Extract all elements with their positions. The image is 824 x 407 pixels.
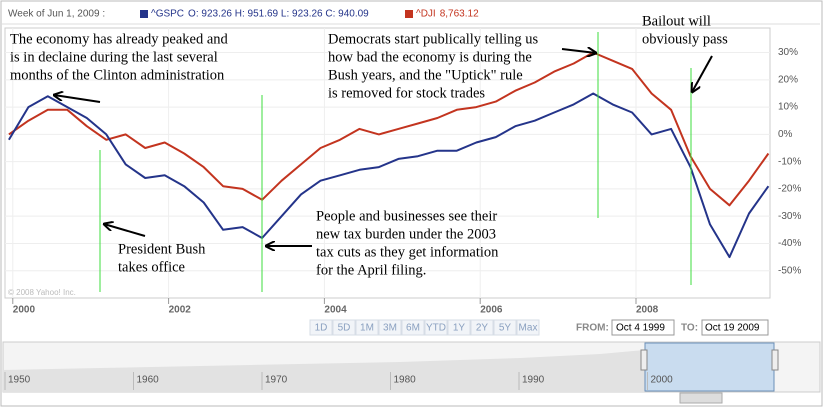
- range-label[interactable]: YTD: [426, 323, 446, 334]
- y-tick-label: -40%: [778, 238, 801, 249]
- range-button[interactable]: [516, 319, 540, 336]
- legend-quote: O: 923.26 H: 951.69 L: 923.26 C: 940.09: [188, 9, 369, 20]
- series-line: [8, 51, 770, 207]
- y-tick-label: -50%: [778, 265, 801, 276]
- x-tick-label: 2002: [169, 305, 192, 316]
- series-line: [8, 92, 770, 259]
- range-label[interactable]: 1Y: [453, 323, 466, 334]
- navigator-label: 1960: [137, 375, 160, 386]
- annotations: The economy has already peaked and is in …: [10, 13, 728, 278]
- arrow: [104, 224, 146, 237]
- scroll-thumb[interactable]: [679, 392, 723, 404]
- to-input[interactable]: [701, 319, 769, 336]
- from-value[interactable]: Oct 4 1999: [616, 323, 665, 334]
- from-input[interactable]: [611, 319, 675, 336]
- range-button[interactable]: [493, 319, 517, 336]
- arrow: [54, 95, 101, 103]
- arrow: [561, 49, 596, 53]
- range-label[interactable]: 1M: [360, 323, 374, 334]
- header: Week of Jun 1, 2009 :: [8, 9, 105, 20]
- range-label[interactable]: 5Y: [499, 323, 512, 334]
- legend-swatch: [140, 10, 148, 18]
- x-tick-label: 2004: [324, 305, 347, 316]
- controls: 1D 5D 1M 3M 6M YTD 1Y 2Y 5Y Max FROM: Oct 4 1999 TO:…: [309, 319, 769, 336]
- x-tick-label: 2008: [636, 305, 659, 316]
- legend-name: ^GSPC: [151, 9, 184, 20]
- range-button[interactable]: [332, 319, 356, 336]
- navigator-label: 2000: [651, 375, 674, 386]
- annotation: tax cuts as they get information: [316, 244, 499, 260]
- annotation: is in declaine during the last several: [10, 49, 218, 65]
- annotation: for the April filing.: [316, 262, 426, 278]
- navigator-label: 1990: [522, 375, 545, 386]
- navigator-handle[interactable]: [640, 349, 648, 371]
- x-tick-label: 2000: [13, 305, 36, 316]
- range-label[interactable]: 6M: [406, 323, 420, 334]
- range-button[interactable]: [355, 319, 379, 336]
- arrow: [692, 55, 713, 92]
- annotation: Democrats start publically telling us: [328, 31, 539, 47]
- range-label[interactable]: 5D: [338, 323, 351, 334]
- navigator-labels: 1950 1960 1970 1980 1990 2000: [4, 372, 674, 390]
- annotation: is removed for stock trades: [328, 85, 485, 101]
- grid: 30% 20% 10% 0% -10% -20% -30% -40% -50% 2000 2002 2…: [5, 28, 801, 316]
- to-label: TO:: [681, 323, 698, 334]
- plot-frame: [4, 27, 771, 299]
- annotation: President Bush: [118, 241, 206, 257]
- navigator-label: 1970: [265, 375, 288, 386]
- navigator-window[interactable]: [644, 342, 775, 392]
- annotation: The economy has already peaked and: [10, 31, 229, 47]
- range-label[interactable]: 1D: [315, 323, 328, 334]
- annotation: People and businesses see their: [316, 208, 497, 224]
- x-tick-label: 2006: [480, 305, 503, 316]
- annotation: Bush years, and the "Uptick" rule: [328, 67, 523, 83]
- range-button[interactable]: [470, 319, 494, 336]
- navigator-label: 1950: [8, 375, 31, 386]
- from-label: FROM:: [576, 323, 609, 334]
- legend-quote: 8,763.12: [440, 9, 479, 20]
- y-tick-label: 10%: [778, 102, 798, 113]
- annotation: how bad the economy is during the: [328, 49, 532, 65]
- navigator-label: 1980: [394, 375, 417, 386]
- annotation: takes office: [118, 259, 185, 275]
- range-button[interactable]: [447, 319, 471, 336]
- y-tick-label: -20%: [778, 184, 801, 195]
- navigator-area: [3, 350, 645, 392]
- legend-name: ^DJI: [416, 9, 436, 20]
- legend-swatch: [405, 10, 413, 18]
- y-tick-label: 0%: [778, 129, 793, 140]
- navigator-handle[interactable]: [771, 349, 779, 371]
- range-button[interactable]: [378, 319, 402, 336]
- watermark: © 2008 Yahoo! Inc.: [8, 288, 76, 297]
- range-button[interactable]: [401, 319, 425, 336]
- y-tick-label: 20%: [778, 74, 798, 85]
- range-label[interactable]: Max: [519, 323, 538, 334]
- lines: [8, 51, 770, 259]
- annotation: obviously pass: [642, 31, 728, 47]
- annotation: Bailout will: [642, 13, 711, 29]
- legend: ^GSPC O: 923.26 H: 951.69 L: 923.26 C: 94…: [140, 9, 479, 20]
- annotation: months of the Clinton administration: [10, 67, 225, 83]
- annotation: new tax burden under the 2003: [316, 226, 496, 242]
- y-tick-label: 30%: [778, 47, 798, 58]
- range-label[interactable]: 2Y: [476, 323, 489, 334]
- to-value[interactable]: Oct 19 2009: [705, 323, 760, 334]
- range-label[interactable]: 3M: [383, 323, 397, 334]
- range-button[interactable]: [309, 319, 333, 336]
- range-button[interactable]: [424, 319, 448, 336]
- y-tick-label: -30%: [778, 211, 801, 222]
- y-tick-label: -10%: [778, 156, 801, 167]
- arrows: [54, 49, 713, 246]
